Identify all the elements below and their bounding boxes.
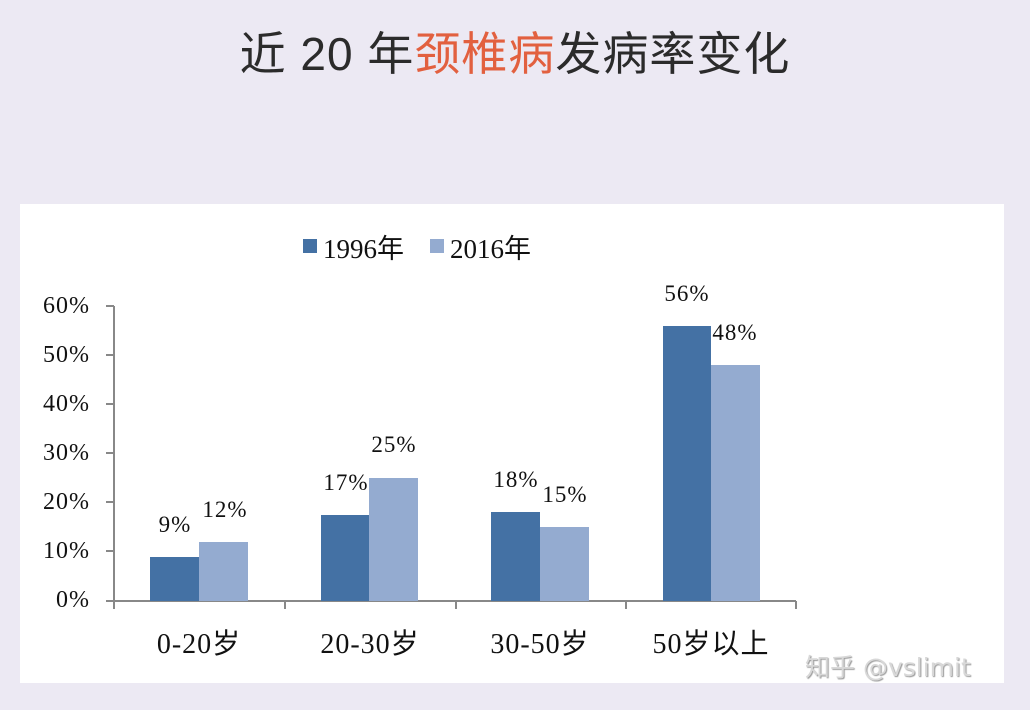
y-tick [106,501,114,503]
chart-panel [20,204,1004,683]
x-tick [455,601,457,609]
y-tick [106,550,114,552]
y-tick [106,452,114,454]
chart-legend: 1996年 2016年 [303,227,557,266]
bar-2016-20-30 [369,478,418,601]
value-label: 17% [323,470,369,495]
x-tick [625,601,627,609]
category-label: 20-30岁 [320,629,420,660]
legend-label: 2016年 [450,233,531,264]
y-tick [106,305,114,307]
bar-1996-30-50 [491,512,540,601]
title-suffix: 发病率变化 [555,28,791,80]
category-label: 50岁以上 [652,629,770,660]
bar-1996-50plus [663,326,711,601]
title-highlight: 颈椎病 [414,28,556,80]
x-tick [284,601,286,609]
y-tick-label: 40% [43,391,90,417]
y-axis [113,306,115,602]
bar-2016-30-50 [540,527,589,601]
y-tick-label: 50% [43,342,90,368]
y-tick [106,354,114,356]
bar-2016-0-20 [199,542,248,601]
category-label: 0-20岁 [156,629,242,660]
value-label: 12% [202,497,248,522]
bar-1996-20-30 [321,515,369,601]
title-prefix: 近 20 年 [239,28,415,80]
legend-swatch-icon [303,239,317,253]
legend-item-1996: 1996年 [303,227,404,266]
value-label: 9% [158,512,192,537]
x-tick [795,601,797,609]
value-label: 56% [664,281,710,306]
y-tick-label: 60% [43,293,90,319]
x-tick [113,601,115,609]
x-axis [113,600,796,602]
y-tick-label: 0% [56,587,90,613]
value-label: 48% [712,320,758,345]
value-label: 25% [371,432,417,457]
page-title: 近 20 年颈椎病发病率变化 [0,18,1030,84]
legend-label: 1996年 [323,233,404,264]
y-tick-label: 10% [43,538,90,564]
watermark: 知乎 @vslimit [805,653,971,682]
bar-2016-50plus [711,365,760,601]
value-label: 18% [493,467,539,492]
bar-1996-0-20 [150,557,199,601]
y-tick-label: 30% [43,440,90,466]
legend-item-2016: 2016年 [430,227,531,266]
category-label: 30-50岁 [490,629,590,660]
y-tick [106,403,114,405]
legend-swatch-icon [430,239,444,253]
y-tick-label: 20% [43,489,90,515]
value-label: 15% [542,482,588,507]
y-tick [106,600,114,602]
